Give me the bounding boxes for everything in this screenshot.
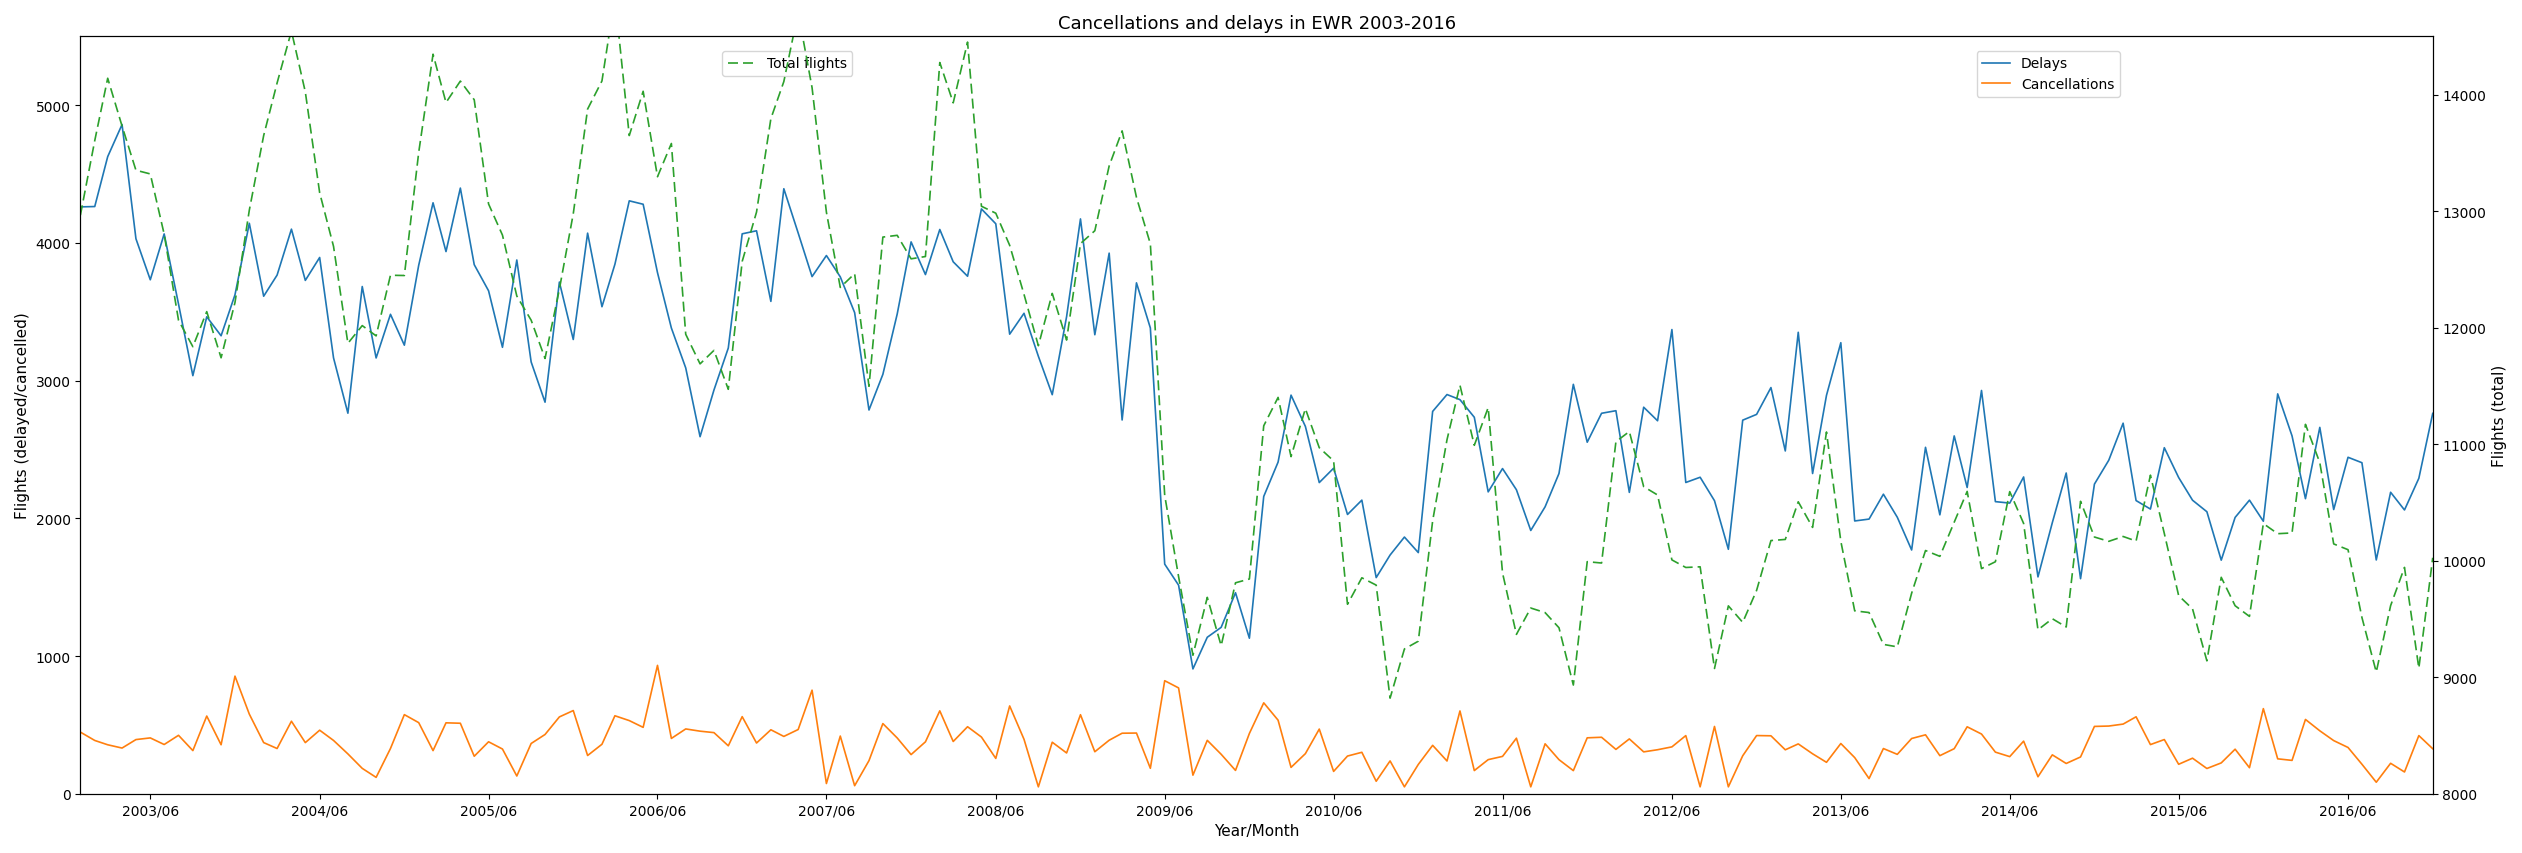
Title: Cancellations and delays in EWR 2003-2016: Cancellations and delays in EWR 2003-201… [1057, 15, 1455, 33]
Line: Delays: Delays [81, 125, 2434, 669]
Legend: Delays, Cancellations: Delays, Cancellations [1977, 52, 2121, 98]
X-axis label: Year/Month: Year/Month [1213, 823, 1299, 838]
Line: Total flights: Total flights [81, 0, 2434, 699]
Y-axis label: Flights (delayed/cancelled): Flights (delayed/cancelled) [15, 312, 30, 519]
Y-axis label: Flights (total): Flights (total) [2492, 364, 2507, 467]
Line: Cancellations: Cancellations [81, 665, 2434, 787]
